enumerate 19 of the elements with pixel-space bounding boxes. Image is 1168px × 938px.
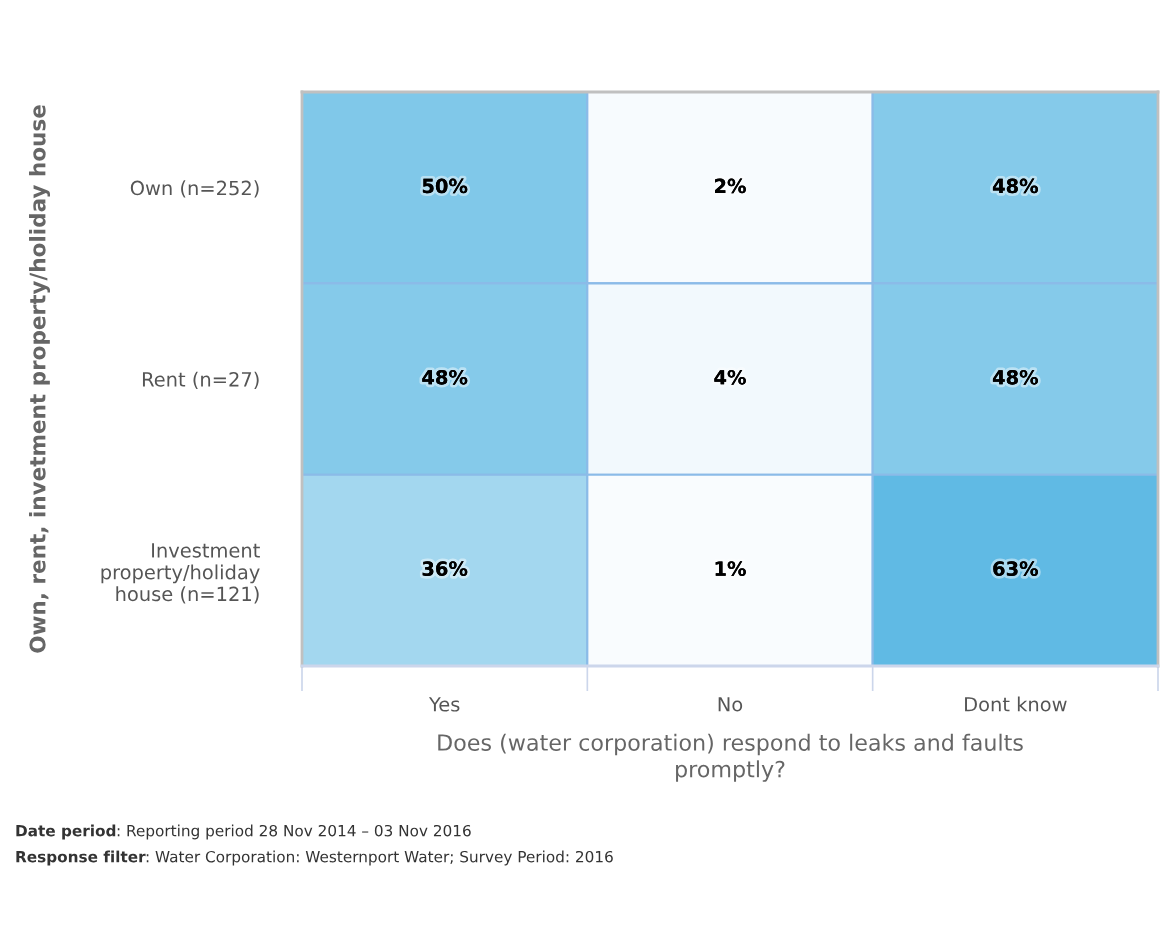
y-tick-label: Investment property/holiday house (n=121) (101, 543, 260, 604)
data-label: 36% (422, 561, 468, 576)
y-axis-title: Own, rent, invetment property/holiday house (29, 105, 50, 653)
data-label: 48% (992, 369, 1038, 385)
data-label: 1% (715, 561, 746, 576)
text: Date period: Reporting period 28 Nov 2014 – 03 Nov 2016 (16, 824, 471, 840)
data-label: 4% (714, 369, 746, 385)
x-tick-label: Yes (428, 697, 460, 712)
data-label: 50% (422, 178, 468, 194)
x-tick-label: Dont know (965, 696, 1067, 712)
y-tick-label: Own (n=252) (130, 180, 259, 198)
data-label: 2% (715, 178, 746, 194)
data-label: 48% (992, 178, 1038, 194)
text: Response filter: Water Corporation: Westernport Water; Survey Period: 2016 (16, 850, 613, 866)
x-axis-title: Does (water corporation) respond to leaks and faults promptly? (438, 733, 1023, 782)
data-label: 63% (993, 561, 1038, 576)
x-tick-label: No (718, 697, 743, 712)
y-tick-label: Rent (n=27) (142, 371, 259, 389)
data-label: 48% (422, 369, 468, 385)
